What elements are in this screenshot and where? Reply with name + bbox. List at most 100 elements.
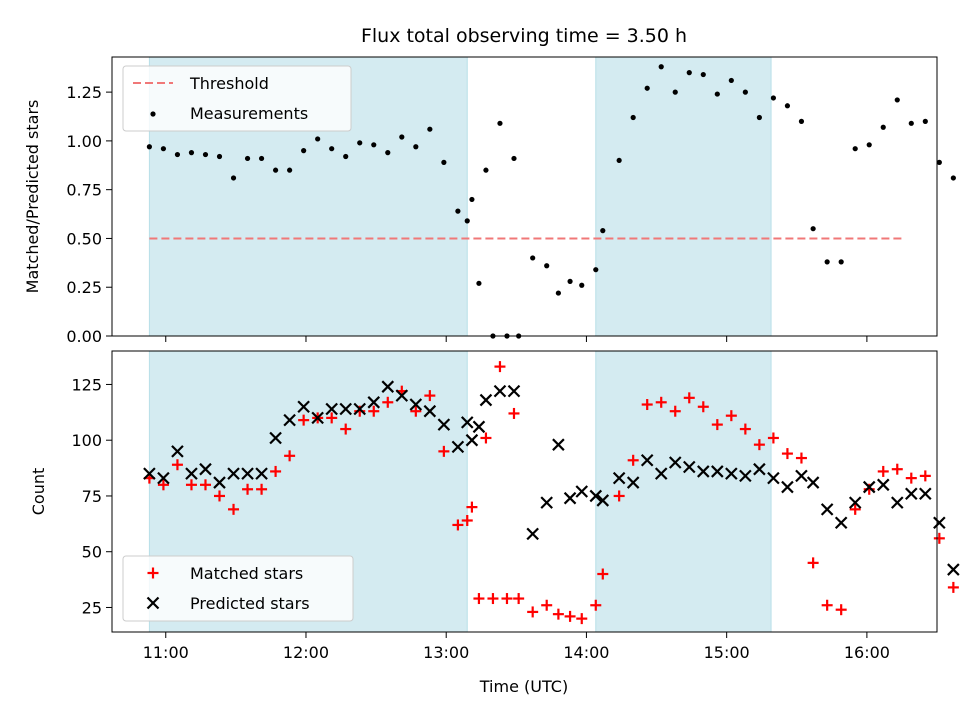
matched-point [725, 410, 737, 422]
predicted-point [905, 487, 918, 501]
measurement-point [742, 89, 748, 95]
legend-threshold-label: Threshold [189, 74, 269, 93]
matched-point [228, 503, 240, 515]
predicted-point [575, 485, 589, 498]
top-y-ticks: 0.00 0.25 0.50 0.75 1.00 1.25 [66, 83, 112, 346]
measurement-point [357, 140, 363, 146]
x-stroke-b [781, 480, 794, 494]
measurement-point [798, 118, 805, 124]
predicted-stars-points [143, 380, 960, 576]
predicted-point [199, 462, 212, 476]
matched-point [564, 610, 576, 622]
x-stroke-b [409, 398, 423, 411]
matched-point [256, 483, 268, 495]
measurement-point [216, 153, 223, 160]
bottom-y-ticks: 25 50 75 100 125 [71, 375, 112, 617]
bottom-x-ticks: 11:00 12:00 13:00 14:00 15:00 16:00 [143, 632, 890, 662]
predicted-point [395, 389, 409, 402]
predicted-point [283, 413, 296, 427]
matched-point [480, 432, 492, 444]
matched-point [452, 519, 464, 531]
x-stroke-b [682, 460, 696, 474]
matched-point [214, 490, 226, 502]
matched-point [683, 392, 695, 404]
x-stroke-b [668, 456, 682, 469]
matched-point [947, 581, 959, 593]
matched-point [905, 472, 917, 484]
measurement-point [160, 146, 167, 152]
measurement-point [188, 150, 195, 156]
measurement-point [343, 153, 349, 160]
y-tick-label: 1.25 [66, 83, 102, 102]
predicted-point [465, 433, 479, 447]
x-stroke-b [711, 465, 724, 478]
x-stroke-b [213, 476, 226, 489]
measurement-point [852, 146, 858, 152]
predicted-point [612, 471, 626, 485]
matched-point [835, 604, 847, 616]
matched-point [641, 399, 653, 411]
predicted-point [185, 467, 198, 480]
x-stroke-b [283, 413, 296, 427]
predicted-point [507, 384, 521, 398]
measurement-point [784, 103, 791, 109]
legend-predicted-label: Predicted stars [190, 594, 310, 613]
x-stroke-b [933, 516, 946, 530]
predicted-point [423, 404, 437, 418]
measurement-point [497, 120, 503, 126]
predicted-point [269, 431, 282, 445]
legend-measurements-label: Measurements [190, 104, 308, 123]
measurement-point [427, 126, 433, 132]
measurement-point [530, 255, 536, 261]
measurement-point [700, 71, 706, 78]
x-stroke-b [834, 516, 848, 530]
x-stroke-b [472, 420, 486, 434]
x-stroke-b [185, 467, 198, 480]
x-stroke-b [339, 402, 352, 416]
matched-point [849, 503, 861, 515]
x-stroke-b [589, 489, 603, 503]
matched-point [627, 454, 639, 466]
x-axis-label: Time (UTC) [479, 677, 568, 696]
predicted-point [848, 496, 862, 509]
predicted-point [711, 465, 724, 478]
predicted-point [919, 487, 932, 501]
predicted-point [890, 496, 904, 509]
predicted-point [753, 462, 766, 476]
x-stroke-b [479, 393, 493, 407]
x-stroke-b [325, 402, 338, 416]
matched-point [368, 405, 380, 417]
x-stroke-b [465, 433, 479, 447]
shaded-interval [595, 56, 772, 337]
x-stroke-b [157, 471, 170, 485]
measurement-point [728, 77, 734, 84]
x-tick-label: 11:00 [143, 643, 189, 662]
x-stroke-b [563, 491, 577, 505]
measurement-point [894, 97, 900, 103]
top-legend-box [122, 65, 352, 132]
predicted-point [526, 527, 539, 541]
matched-point [382, 396, 394, 408]
measurement-point [315, 136, 321, 142]
x-stroke-b [269, 431, 282, 445]
y-tick-label: 1.00 [66, 132, 102, 151]
matched-point [508, 407, 520, 419]
matched-point [270, 465, 282, 477]
x-stroke-b [552, 438, 565, 451]
predicted-point [255, 467, 268, 480]
measurement-point [455, 208, 461, 214]
measurement-point [810, 226, 816, 232]
measurement-point [202, 151, 209, 158]
matched-point [891, 463, 903, 475]
matched-point [613, 490, 625, 502]
measurement-point [936, 159, 942, 165]
legend-measurements-swatch [150, 111, 156, 117]
x-stroke-b [395, 389, 409, 402]
matched-point [438, 445, 450, 457]
y-tick-label: 125 [71, 375, 102, 394]
x-stroke-b [460, 416, 474, 429]
y-tick-label: 0.50 [66, 229, 102, 248]
x-stroke-b [820, 503, 834, 516]
x-stroke-b [381, 380, 395, 393]
predicted-point [589, 489, 603, 503]
